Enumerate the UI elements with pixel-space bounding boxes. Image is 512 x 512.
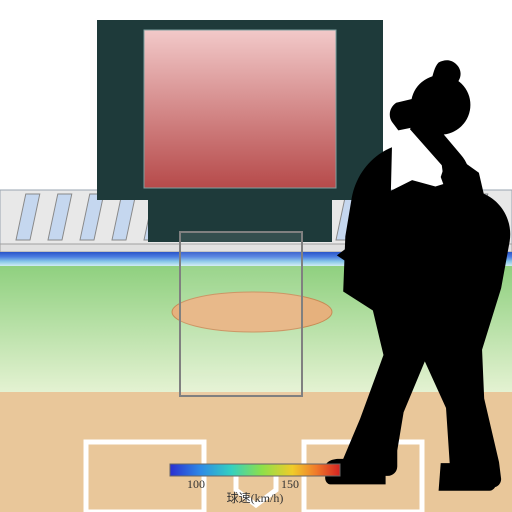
legend-tick-label: 100 (187, 477, 205, 491)
legend-tick-label: 150 (281, 477, 299, 491)
velocity-legend-bar (170, 464, 340, 476)
baseball-scene: 100 150球速(km/h) (0, 0, 512, 512)
scoreboard-screen (144, 30, 336, 188)
scene-svg: 100 150球速(km/h) (0, 0, 512, 512)
legend-title: 球速(km/h) (227, 491, 284, 505)
strike-zone (180, 232, 302, 396)
